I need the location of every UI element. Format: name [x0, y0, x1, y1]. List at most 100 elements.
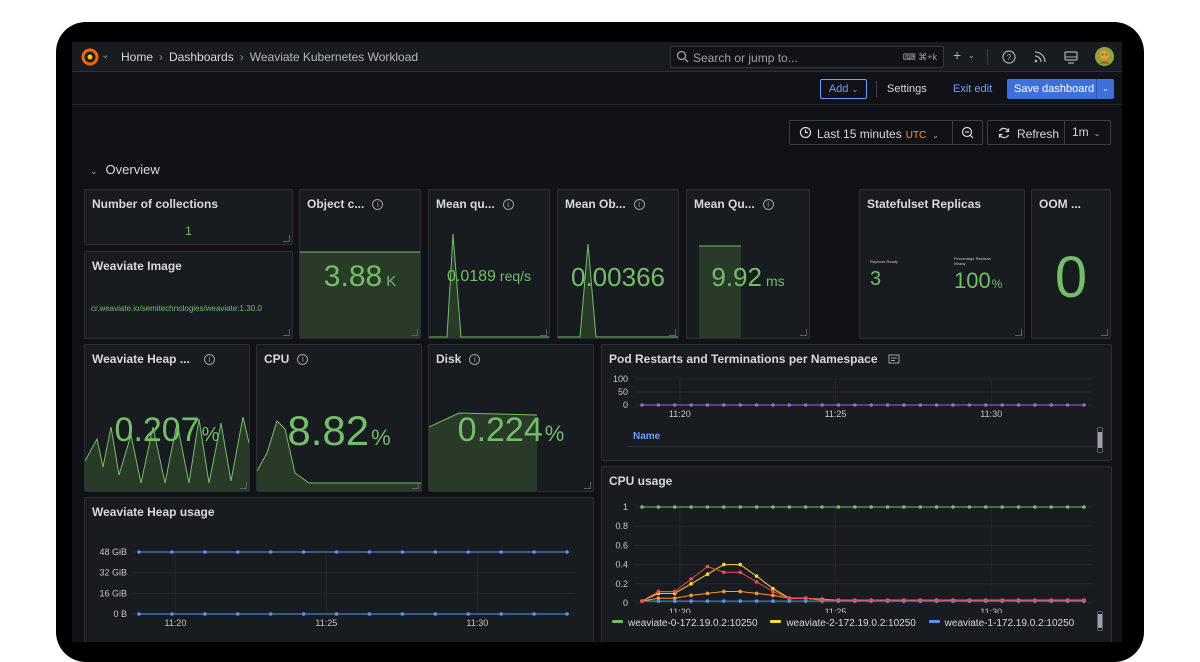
row-overview[interactable]: ⌄ Overview: [90, 162, 160, 177]
panel-mean-objects[interactable]: Mean Ob... i 0.00366: [557, 189, 679, 339]
kiosk-monitor-icon[interactable]: [1063, 49, 1079, 65]
refresh-button[interactable]: Refresh: [1017, 127, 1060, 141]
add-button[interactable]: Add ⌄: [820, 79, 867, 99]
resize-handle[interactable]: [1101, 329, 1108, 336]
panel-mean-queries[interactable]: Mean qu... i 0.0189 req/s: [428, 189, 550, 339]
data-point: [869, 598, 873, 602]
table-view-icon[interactable]: [888, 354, 900, 364]
stat-value: 0.00366: [571, 262, 665, 292]
data-point: [170, 612, 174, 616]
new-plus-icon[interactable]: +: [953, 47, 962, 63]
chevron-down-icon[interactable]: ⌄: [1096, 79, 1114, 99]
heap-usage-chart: 48 GiB 32 GiB 16 GiB 0 B 11:20 11:25 11:30: [99, 547, 575, 628]
panel-title: Statefulset Replicas: [867, 197, 982, 211]
info-icon[interactable]: i: [633, 199, 645, 210]
data-point: [869, 505, 873, 509]
sparkline: [257, 420, 421, 491]
panel-weaviate-heap-percent[interactable]: Weaviate Heap ... i 0.207%: [84, 344, 250, 492]
avatar[interactable]: [1095, 47, 1114, 66]
resize-handle[interactable]: [540, 329, 547, 336]
data-point: [820, 403, 824, 407]
refresh-icon[interactable]: [997, 126, 1011, 140]
chevron-down-icon: ⌄: [932, 131, 939, 140]
info-icon[interactable]: i: [297, 354, 309, 365]
data-point: [853, 505, 857, 509]
legend-item[interactable]: weaviate-1-172.19.0.2:10250: [928, 618, 1074, 629]
data-point: [689, 577, 693, 581]
panel-title: OOM ...: [1039, 197, 1081, 211]
info-icon[interactable]: i: [372, 199, 384, 210]
panel-weaviate-image[interactable]: Weaviate Image cr.weaviate.io/semitechno…: [84, 251, 293, 339]
save-dashboard-button[interactable]: Save dashboard ⌄: [1007, 79, 1114, 99]
help-icon[interactable]: ?: [1001, 49, 1017, 65]
panel-title: Pod Restarts and Terminations per Namesp…: [609, 352, 900, 366]
sparkline: [699, 245, 741, 338]
breadcrumb-dashboards[interactable]: Dashboards: [169, 50, 234, 64]
data-point: [656, 599, 661, 603]
info-icon[interactable]: i: [469, 354, 481, 365]
panel-title: Disk i: [436, 352, 481, 366]
toolbar-divider: [876, 81, 877, 97]
info-icon[interactable]: i: [203, 354, 215, 365]
legend-item[interactable]: weaviate-2-172.19.0.2:10250: [770, 618, 916, 629]
resize-handle[interactable]: [584, 482, 591, 489]
legend-swatch: [770, 620, 782, 623]
info-icon[interactable]: i: [762, 199, 774, 210]
chevron-down-icon[interactable]: ⌄: [968, 51, 975, 60]
chevron-down-icon[interactable]: ⌄: [101, 50, 110, 61]
zoom-out-button[interactable]: [952, 121, 982, 144]
data-point: [235, 550, 240, 554]
panel-number-of-collections[interactable]: Number of collections 1: [84, 189, 293, 245]
panel-disk[interactable]: Disk i 0.224%: [428, 344, 594, 492]
resize-handle[interactable]: [283, 329, 290, 336]
chevron-down-icon: ⌄: [90, 166, 98, 176]
refresh-interval-select[interactable]: 1m ⌄: [1064, 121, 1111, 144]
panel-cpu[interactable]: CPU i 8.82%: [256, 344, 422, 492]
panel-mean-query-latency[interactable]: Mean Qu... i 9.92 ms: [686, 189, 810, 339]
table-header-name[interactable]: Name: [633, 431, 661, 442]
panel-object-count[interactable]: Object c... i 3.88 K: [299, 189, 421, 339]
data-point: [754, 574, 759, 578]
exit-edit-button[interactable]: Exit edit: [953, 83, 993, 95]
data-point: [803, 403, 808, 407]
resize-handle[interactable]: [283, 235, 290, 242]
scrollbar[interactable]: [1097, 427, 1103, 453]
resize-handle[interactable]: [800, 329, 807, 336]
search-input[interactable]: Search or jump to... ⌨ ⌘+k: [670, 46, 944, 68]
breadcrumb-home[interactable]: Home: [121, 50, 154, 64]
legend-item[interactable]: weaviate-0-172.19.0.2:10250: [612, 618, 758, 629]
data-point: [1016, 598, 1021, 602]
data-point: [1000, 505, 1004, 509]
data-point: [656, 596, 661, 600]
x-tick-label: 11:25: [825, 607, 847, 613]
sparkline: [429, 233, 549, 338]
panel-oom[interactable]: OOM ... 0: [1031, 189, 1111, 339]
resize-handle[interactable]: [412, 482, 419, 489]
panel-cpu-usage[interactable]: CPU usage 1 0.8 0.6 0.4 0.2 0 11:20 11:25 11:30 …: [601, 466, 1112, 642]
data-point: [672, 596, 677, 600]
pod-restarts-chart: 100 50 0 11:20 11:25 11:30: [613, 375, 1092, 419]
resize-handle[interactable]: [240, 482, 247, 489]
grafana-logo-icon[interactable]: [81, 48, 99, 66]
resize-handle[interactable]: [411, 329, 418, 336]
data-point: [705, 403, 710, 407]
panel-statefulset-replicas[interactable]: Statefulset Replicas Replicas Ready 3 Pe…: [859, 189, 1025, 339]
data-point: [983, 505, 988, 509]
y-tick-label: 0: [623, 400, 628, 410]
resize-handle[interactable]: [1015, 329, 1022, 336]
data-point: [722, 599, 726, 603]
rss-news-icon[interactable]: [1032, 49, 1048, 65]
resize-handle[interactable]: [669, 329, 676, 336]
panel-pod-restarts[interactable]: Pod Restarts and Terminations per Namesp…: [601, 344, 1112, 461]
table-divider: [626, 446, 1096, 447]
data-point: [902, 505, 906, 509]
info-icon[interactable]: i: [502, 199, 514, 210]
stat-value: 8.82%: [287, 407, 391, 454]
sparkline: [300, 251, 420, 338]
panel-heap-usage[interactable]: Weaviate Heap usage 48 GiB 32 GiB 16 GiB 0 …: [84, 497, 594, 642]
panel-title: Mean Ob... i: [565, 197, 645, 211]
data-point: [967, 598, 972, 602]
scrollbar[interactable]: [1097, 611, 1103, 631]
time-range-picker[interactable]: Last 15 minutes UTC ⌄: [789, 120, 983, 145]
settings-button[interactable]: Settings: [887, 83, 927, 95]
